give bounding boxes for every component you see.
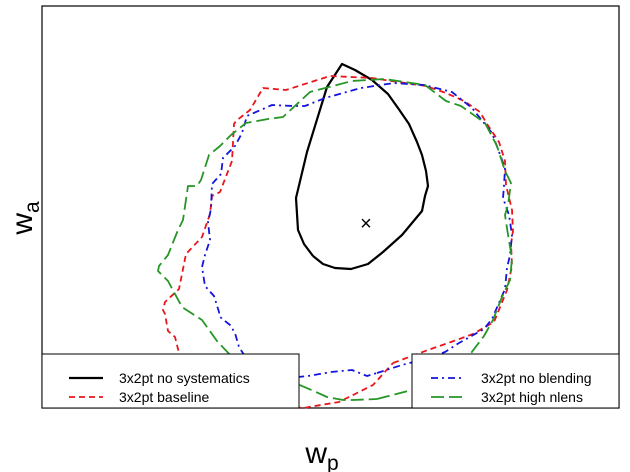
x-axis-label-main: w: [304, 437, 327, 470]
legend-right-label-1: 3x2pt high nlens: [481, 389, 583, 405]
legend-left-label-0: 3x2pt no systematics: [119, 370, 250, 386]
plot-frame: [41, 5, 620, 409]
legend-left-box: [41, 353, 300, 409]
x-axis-label-sub: p: [327, 452, 339, 472]
contour-3x2pt-high-nlens: [157, 78, 513, 401]
legend-right: 3x2pt no blending 3x2pt high nlens: [411, 353, 620, 409]
x-axis-label: wp: [304, 437, 338, 472]
contour-3x2pt-baseline: [162, 75, 514, 409]
y-axis-label: wa: [6, 201, 44, 236]
contour-3x2pt-no-systematics: [294, 62, 430, 271]
y-axis-label-sub: a: [21, 201, 44, 213]
fiducial-marker: ×: [360, 213, 372, 235]
legend-right-label-0: 3x2pt no blending: [481, 370, 592, 386]
legend-right-box: [411, 353, 620, 409]
contour-layer: [157, 62, 514, 409]
contour-3x2pt-no-blending: [201, 82, 513, 380]
legend-left-label-1: 3x2pt baseline: [119, 389, 210, 405]
y-axis-label-main: w: [6, 213, 39, 236]
legend-left: 3x2pt no systematics 3x2pt baseline: [41, 353, 300, 409]
